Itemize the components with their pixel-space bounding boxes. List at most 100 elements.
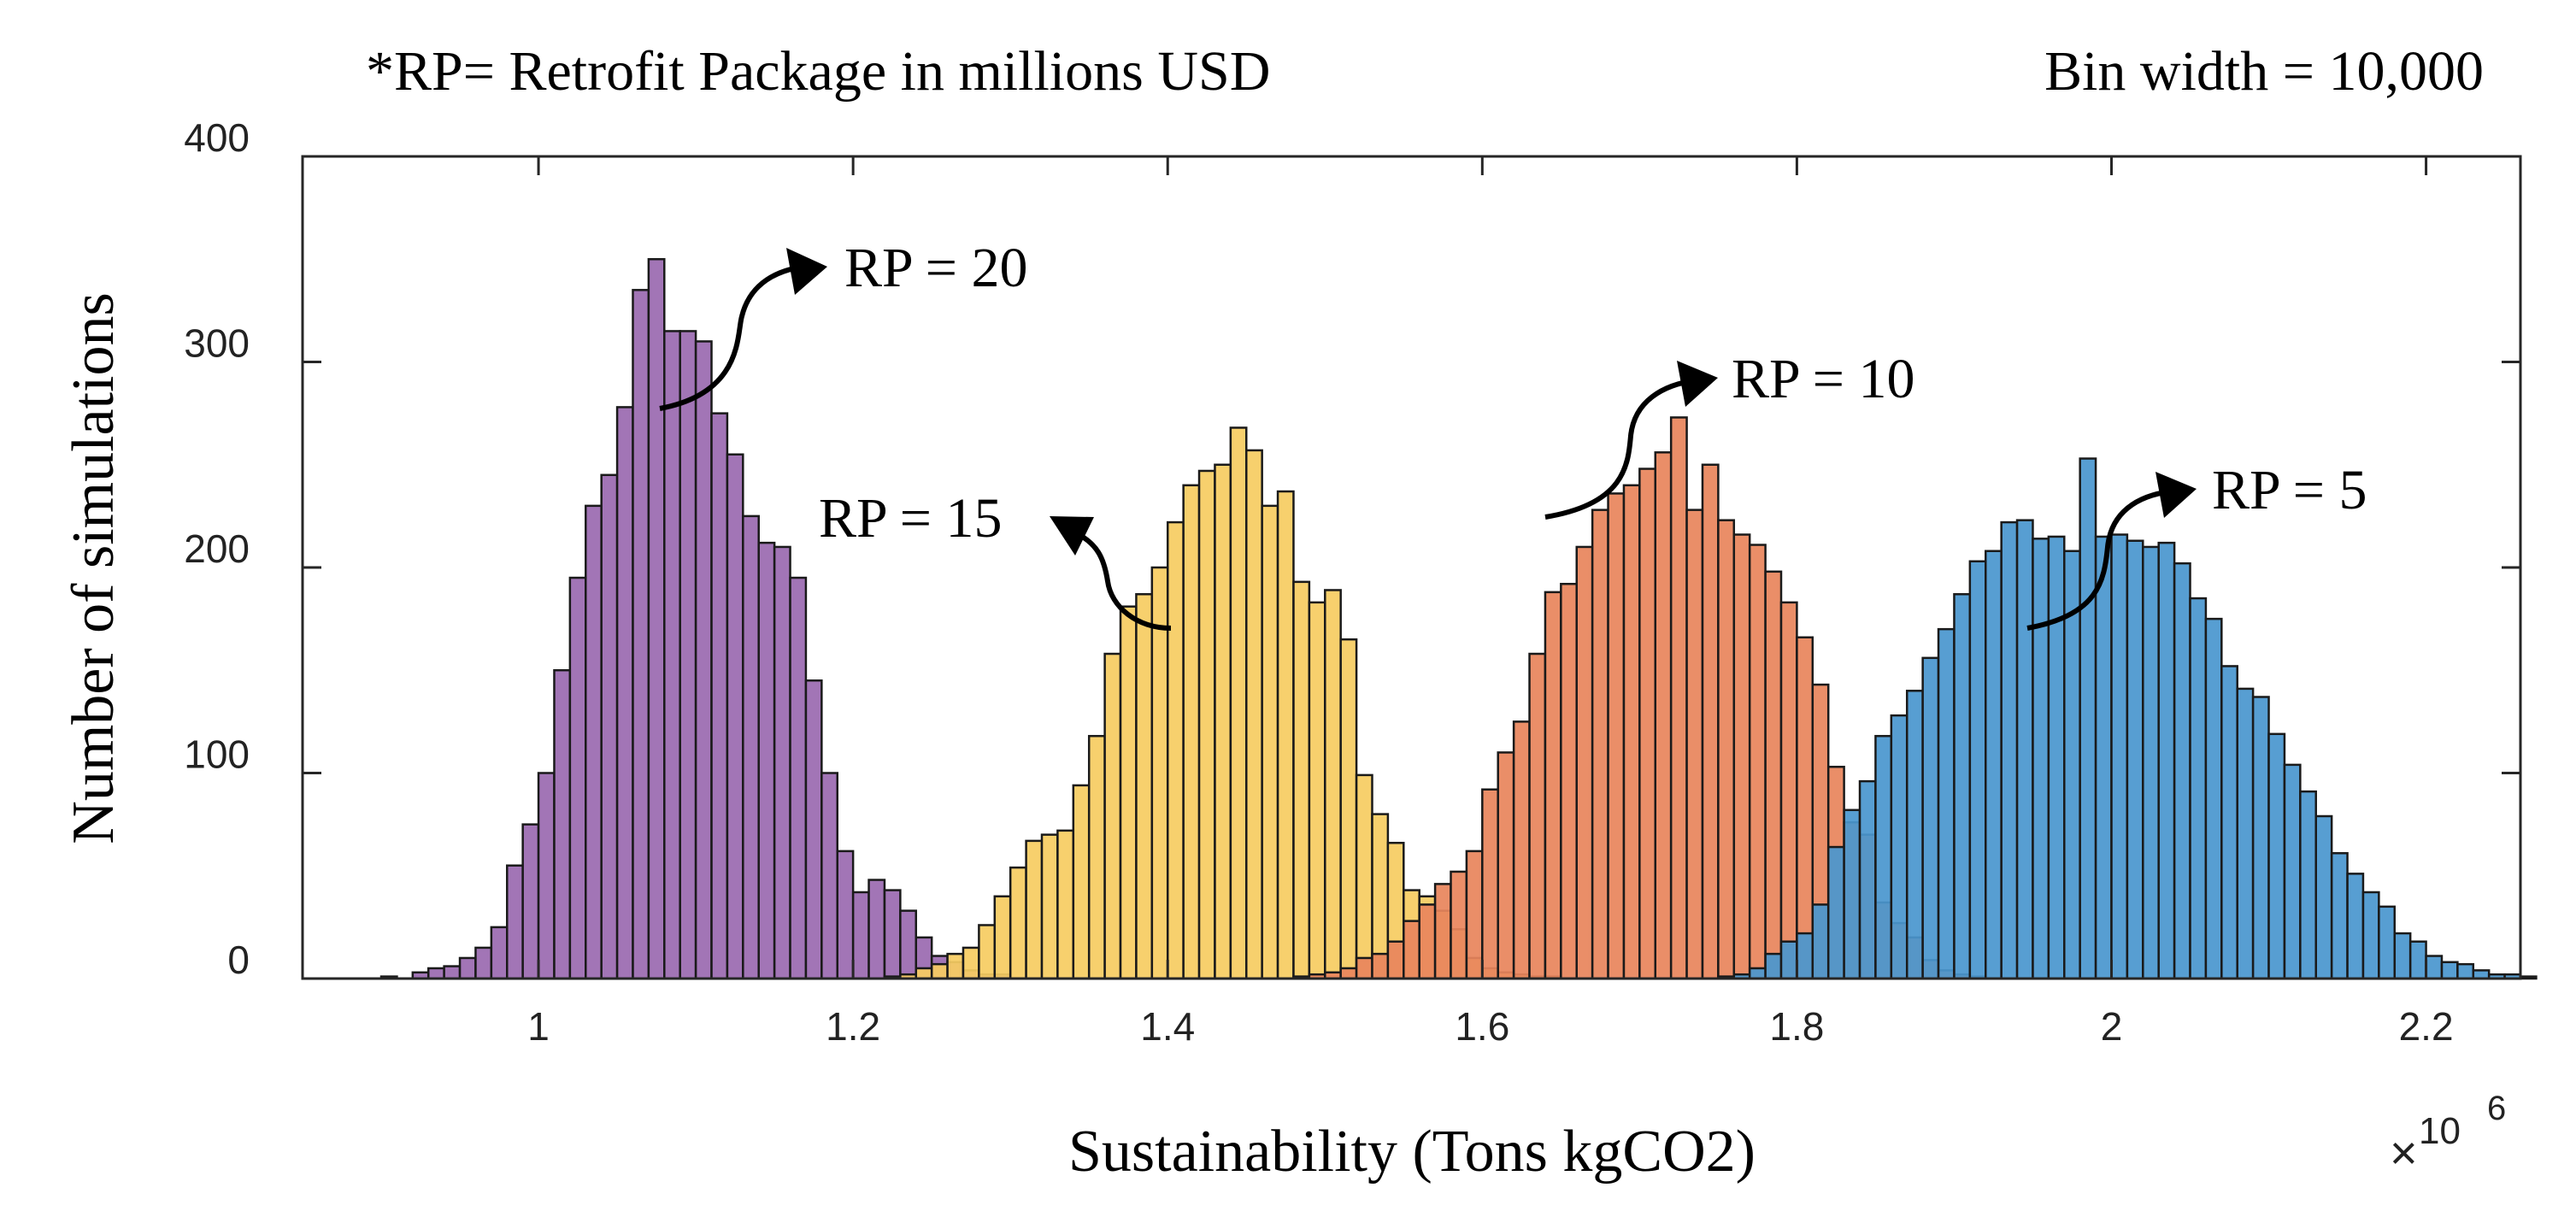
bar (1779, 940, 1798, 980)
x-tick-label: 2 (2101, 1004, 2123, 1049)
bar (1669, 416, 1688, 980)
bar (1355, 773, 1373, 980)
x-exponent-multiply-sign: × (2390, 1126, 2418, 1179)
annotations-layer: RP = 20 RP = 15 RP = 10 RP = 5 (659, 237, 2367, 631)
bar (1528, 652, 1547, 980)
bar (1685, 509, 1704, 980)
bar (1748, 967, 1767, 980)
bar (1575, 545, 1594, 980)
bar (1843, 808, 1861, 980)
bar (600, 473, 619, 980)
bar (1481, 788, 1499, 980)
bar (899, 909, 918, 980)
bar (1701, 463, 1720, 980)
annotation-label-rp-5: RP = 5 (2212, 459, 2367, 521)
bar (1858, 779, 1877, 980)
bar (883, 889, 902, 980)
bar (946, 952, 965, 980)
annotation-label-rp-15: RP = 15 (819, 487, 1003, 550)
bar (2440, 961, 2459, 980)
bar (443, 965, 462, 980)
bar (1292, 580, 1311, 980)
bar (1371, 952, 1390, 980)
y-tick-label: 300 (184, 321, 250, 366)
bar (1638, 467, 1657, 980)
bar (458, 956, 477, 980)
bar (1764, 952, 1783, 980)
annotation-rp-15: RP = 15 (819, 487, 1172, 631)
bar (1764, 570, 1783, 980)
bar (1921, 656, 1940, 980)
bar (2408, 940, 2427, 980)
x-tick-label: 1.2 (826, 1004, 880, 1049)
annotation-rp-10: RP = 10 (1544, 348, 1915, 520)
annotation-arrow-rp-15 (1071, 529, 1172, 631)
rp-definition-note: *RP= Retrofit Package in millions USD (366, 40, 1270, 103)
bar (2015, 519, 2034, 980)
x-tick-label: 2.2 (2399, 1004, 2454, 1049)
bar (851, 891, 870, 980)
x-tick-label: 1 (527, 1004, 550, 1049)
bar (1276, 490, 1295, 980)
bar (1654, 451, 1673, 980)
bar (1040, 833, 1059, 980)
series-rp-5 (1717, 457, 2538, 980)
annotation-arrow-rp-5 (2026, 489, 2172, 631)
bar (1182, 484, 1201, 980)
bar (1450, 870, 1468, 980)
arrowhead-rp-5 (2155, 472, 2197, 518)
bar (1497, 751, 1515, 980)
annotation-arrow-rp-10 (1544, 378, 1697, 520)
bar (2330, 852, 2349, 980)
bar (1560, 582, 1578, 980)
x-axis-exponent: × 10 6 (2390, 1090, 2506, 1179)
bar (632, 289, 650, 980)
bar (915, 967, 933, 980)
bar (978, 924, 997, 980)
bar (1985, 550, 2003, 980)
bar (1874, 734, 1893, 980)
bar (1072, 784, 1091, 980)
x-axis-label: Sustainability (Tons kgCO2) (1068, 1119, 1756, 1185)
bar (2299, 790, 2317, 980)
bar (1056, 829, 1075, 980)
bar (2142, 545, 2160, 980)
bar (506, 864, 524, 980)
bar (2346, 873, 2365, 980)
bar (2110, 533, 2129, 980)
y-axis-label: Number of simulations (61, 292, 126, 844)
bar (1622, 484, 1641, 980)
bar (647, 258, 666, 980)
bar (1229, 426, 1248, 980)
x-exponent-power: 6 (2487, 1090, 2506, 1127)
bar (1355, 956, 1373, 980)
bar (2032, 538, 2050, 980)
bar (2378, 905, 2397, 980)
bar (1087, 734, 1106, 980)
y-tick-label: 400 (184, 115, 250, 160)
bar (1544, 591, 1562, 980)
bar (993, 895, 1012, 980)
bar (426, 967, 445, 980)
bar (820, 772, 838, 980)
bar (2267, 732, 2286, 980)
arrowhead-rp-20 (786, 248, 827, 295)
arrowhead-rp-10 (1677, 361, 1718, 407)
bar (1591, 509, 1609, 980)
bar (2000, 520, 2019, 980)
bar (2157, 541, 2176, 980)
bar (1779, 601, 1798, 980)
bar (2189, 597, 2208, 980)
bar (804, 679, 823, 980)
bar (2079, 457, 2097, 980)
bar (1607, 492, 1626, 980)
bar (2047, 535, 2066, 980)
bar (568, 576, 587, 980)
bar (474, 946, 493, 980)
annotation-arrow-rp-20 (659, 264, 804, 411)
bar (1245, 449, 1263, 980)
bar (726, 453, 744, 980)
bar (2204, 617, 2223, 980)
bar (1796, 636, 1814, 980)
bar (1197, 469, 1216, 980)
